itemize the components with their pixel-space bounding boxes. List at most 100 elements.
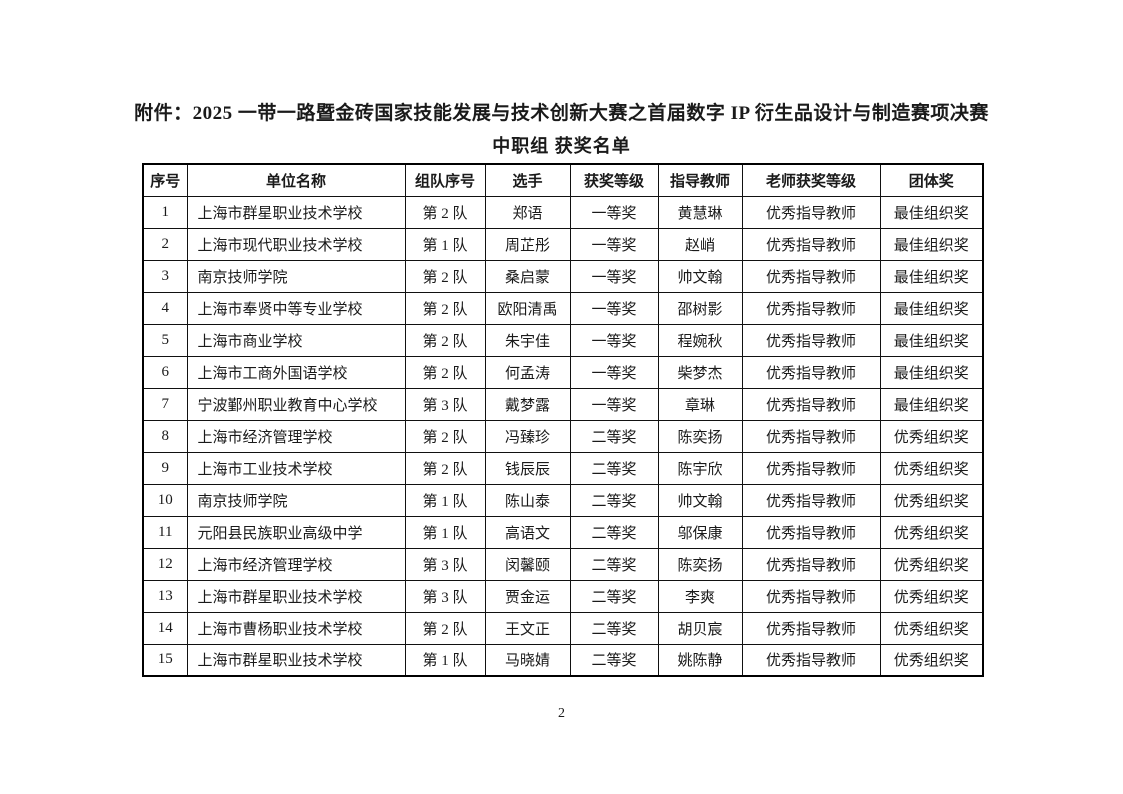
col-school: 上海市经济管理学校 [186,547,406,581]
col-group-award: 最佳组织奖 [879,355,984,389]
col-teacher: 程婉秋 [657,323,743,357]
col-school: 上海市现代职业技术学校 [186,227,406,261]
col-team: 第 2 队 [404,611,486,645]
col-team: 第 1 队 [404,483,486,517]
col-index: 6 [142,355,188,389]
col-index: 7 [142,387,188,421]
col-team: 第 2 队 [404,195,486,229]
col-contestant: 闵馨颐 [484,547,571,581]
col-school: 上海市群星职业技术学校 [186,579,406,613]
col-group-award: 最佳组织奖 [879,323,984,357]
col-award-level: 一等奖 [569,291,659,325]
col-award-level: 一等奖 [569,259,659,293]
col-teacher-award: 优秀指导教师 [741,227,881,261]
col-index: 15 [142,643,188,677]
col-index: 4 [142,291,188,325]
header-col-team: 组队序号 [404,163,486,197]
table-row: 9 上海市工业技术学校第 2 队钱辰辰 二等奖 陈宇欣 优秀指导教师 优秀组织奖 [142,451,984,485]
col-contestant: 欧阳清禹 [484,291,571,325]
table-row: 12 上海市经济管理学校第 3 队闵馨颐 二等奖 陈奕扬 优秀指导教师 优秀组织奖 [142,547,984,581]
col-group-award: 优秀组织奖 [879,451,984,485]
awards-table-body: 1 上海市群星职业技术学校第 2 队郑语 一等奖 黄慧琳 优秀指导教师 最佳组织奖 2 上海市… [142,195,984,677]
col-award-level: 一等奖 [569,227,659,261]
col-teacher-award: 优秀指导教师 [741,291,881,325]
col-school: 上海市群星职业技术学校 [186,195,406,229]
col-teacher: 陈奕扬 [657,547,743,581]
header-col-index: 序号 [142,163,188,197]
table-row: 13 上海市群星职业技术学校第 3 队贾金运 二等奖 李爽 优秀指导教师 优秀组织奖 [142,579,984,613]
col-group-award: 优秀组织奖 [879,579,984,613]
col-group-award: 最佳组织奖 [879,259,984,293]
col-teacher-award: 优秀指导教师 [741,515,881,549]
col-contestant: 桑启蒙 [484,259,571,293]
document-subtitle: 中职组 获奖名单 [492,136,631,156]
col-teacher: 陈宇欣 [657,451,743,485]
col-school: 上海市曹杨职业技术学校 [186,611,406,645]
col-teacher-award: 优秀指导教师 [741,259,881,293]
table-row: 5 上海市商业学校第 2 队朱宇佳 一等奖 程婉秋 优秀指导教师 最佳组织奖 [142,323,984,357]
page-number: 2 [558,706,565,721]
col-group-award: 最佳组织奖 [879,291,984,325]
col-teacher: 帅文翰 [657,259,743,293]
table-row: 8 上海市经济管理学校第 2 队冯臻珍 二等奖 陈奕扬 优秀指导教师 优秀组织奖 [142,419,984,453]
col-group-award: 优秀组织奖 [879,419,984,453]
col-teacher: 章琳 [657,387,743,421]
col-teacher-award: 优秀指导教师 [741,611,881,645]
col-award-level: 一等奖 [569,323,659,357]
header-col-teacher: 指导教师 [657,163,743,197]
col-teacher: 李爽 [657,579,743,613]
col-school: 上海市工业技术学校 [186,451,406,485]
col-teacher-award: 优秀指导教师 [741,195,881,229]
col-index: 1 [142,195,188,229]
col-index: 2 [142,227,188,261]
header-col-contestant: 选手 [484,163,571,197]
col-teacher: 姚陈静 [657,643,743,677]
table-row: 15 上海市群星职业技术学校第 1 队马晓婧 二等奖 姚陈静 优秀指导教师 优秀组织奖 [142,643,984,677]
col-school: 南京技师学院 [186,259,406,293]
col-group-award: 优秀组织奖 [879,547,984,581]
col-team: 第 3 队 [404,579,486,613]
table-row: 11 元阳县民族职业高级中学第 1 队高语文 二等奖 邬保康 优秀指导教师 优秀组织奖 [142,515,984,549]
col-contestant: 王文正 [484,611,571,645]
col-teacher: 柴梦杰 [657,355,743,389]
col-contestant: 高语文 [484,515,571,549]
col-teacher: 邵树影 [657,291,743,325]
table-row: 1 上海市群星职业技术学校第 2 队郑语 一等奖 黄慧琳 优秀指导教师 最佳组织奖 [142,195,984,229]
table-row: 14 上海市曹杨职业技术学校第 2 队王文正 二等奖 胡贝宸 优秀指导教师 优秀组织奖 [142,611,984,645]
col-team: 第 2 队 [404,291,486,325]
col-index: 5 [142,323,188,357]
table-row: 10 南京技师学院第 1 队陈山泰 二等奖 帅文翰 优秀指导教师 优秀组织奖 [142,483,984,517]
col-teacher-award: 优秀指导教师 [741,419,881,453]
col-team: 第 3 队 [404,547,486,581]
col-index: 9 [142,451,188,485]
col-teacher: 邬保康 [657,515,743,549]
col-group-award: 最佳组织奖 [879,387,984,421]
col-award-level: 二等奖 [569,579,659,613]
table-header-row: 序号 单位名称 组队序号 选手 获奖等级 指导教师 老师获奖等级 团体奖 [142,163,984,197]
col-school: 宁波鄞州职业教育中心学校 [186,387,406,421]
col-team: 第 1 队 [404,515,486,549]
col-group-award: 最佳组织奖 [879,195,984,229]
col-teacher: 黄慧琳 [657,195,743,229]
col-contestant: 朱宇佳 [484,323,571,357]
col-index: 13 [142,579,188,613]
col-index: 12 [142,547,188,581]
col-school: 上海市奉贤中等专业学校 [186,291,406,325]
col-index: 11 [142,515,188,549]
col-contestant: 周芷彤 [484,227,571,261]
col-teacher: 陈奕扬 [657,419,743,453]
col-group-award: 优秀组织奖 [879,515,984,549]
col-award-level: 二等奖 [569,611,659,645]
col-team: 第 1 队 [404,227,486,261]
col-award-level: 一等奖 [569,195,659,229]
col-teacher: 胡贝宸 [657,611,743,645]
col-contestant: 冯臻珍 [484,419,571,453]
col-award-level: 二等奖 [569,643,659,677]
col-contestant: 钱辰辰 [484,451,571,485]
col-team: 第 2 队 [404,259,486,293]
col-school: 南京技师学院 [186,483,406,517]
table-row: 3 南京技师学院第 2 队桑启蒙 一等奖 帅文翰 优秀指导教师 最佳组织奖 [142,259,984,293]
document-title: 附件：2025 一带一路暨金砖国家技能发展与技术创新大赛之首届数字 IP 衍生品… [134,103,989,124]
col-school: 上海市群星职业技术学校 [186,643,406,677]
